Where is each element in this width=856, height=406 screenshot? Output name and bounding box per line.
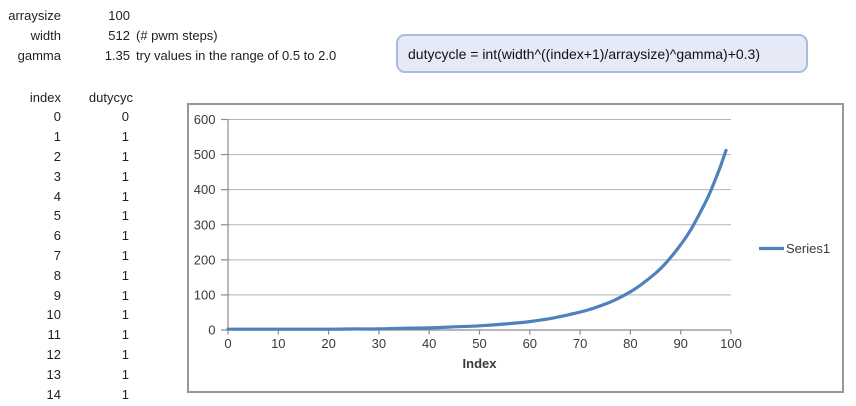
formula-text: dutycycle = int(width^((index+1)/arraysi… [408, 45, 760, 62]
dutycyc-cell[interactable]: 0 [121, 109, 129, 125]
index-cell[interactable]: 14 [46, 386, 61, 402]
chart-frame [187, 103, 844, 393]
col-header-dutycyc[interactable]: dutycyc [88, 90, 133, 106]
x-tick-label-40: 40 [422, 336, 436, 351]
dutycyc-cell[interactable]: 1 [121, 347, 129, 362]
param-value-gamma[interactable]: 1.35 [104, 47, 130, 63]
dutycyc-cell[interactable]: 1 [121, 149, 129, 164]
col-header-index[interactable]: index [29, 90, 61, 106]
y-tick-label-400: 400 [194, 182, 216, 197]
dutycyc-cell[interactable]: 1 [121, 307, 129, 323]
index-cell[interactable]: 10 [46, 307, 61, 323]
dutycycle-chart[interactable]: 0 100 200 300 400 500 600 0 10 20 30 40 50 60 70 80 90 10… [187, 103, 844, 393]
dutycyc-cell[interactable]: 1 [121, 386, 129, 402]
x-tick-label-0: 0 [224, 336, 231, 351]
dutycyc-cell[interactable]: 1 [121, 248, 129, 263]
x-tick-label-50: 50 [472, 336, 486, 351]
legend-label[interactable]: Series1 [786, 241, 830, 256]
y-tick-label-600: 600 [194, 112, 216, 127]
param-value-arraysize[interactable]: 100 [108, 8, 130, 24]
index-cell[interactable]: 7 [53, 248, 61, 263]
index-cell[interactable]: 5 [53, 208, 61, 224]
chart-canvas: 0 100 200 300 400 500 600 0 10 20 30 40 50 60 70 80 90 10… [187, 103, 844, 393]
y-tick-label-500: 500 [194, 147, 216, 162]
param-label-width[interactable]: width [30, 28, 61, 44]
dutycyc-cell[interactable]: 1 [121, 287, 129, 303]
index-cell[interactable]: 4 [53, 188, 61, 204]
x-tick-label-90: 90 [673, 336, 687, 351]
dutycyc-cell[interactable]: 1 [121, 208, 129, 224]
y-tick-label-100: 100 [194, 287, 216, 302]
param-value-width[interactable]: 512 [108, 28, 130, 44]
x-axis-title: Index [463, 356, 498, 371]
index-cell[interactable]: 11 [47, 327, 62, 343]
formula-box[interactable]: dutycycle = int(width^((index+1)/arraysi… [396, 34, 808, 73]
dutycyc-cell[interactable]: 1 [121, 129, 129, 145]
param-label-arraysize[interactable]: arraysize [8, 8, 61, 24]
index-cell[interactable]: 6 [53, 228, 61, 244]
x-tick-label-10: 10 [271, 336, 285, 351]
x-tick-label-100: 100 [720, 336, 742, 351]
index-cell[interactable]: 9 [53, 287, 61, 303]
dutycyc-cell[interactable]: 1 [121, 366, 129, 382]
index-cell[interactable]: 3 [53, 168, 61, 184]
x-tick-label-80: 80 [623, 336, 637, 351]
x-tick-label-30: 30 [372, 336, 386, 351]
series-line-Series1 [226, 148, 728, 331]
index-cell[interactable]: 0 [53, 109, 61, 125]
param-note-width: (# pwm steps) [136, 28, 218, 44]
index-cell[interactable]: 13 [46, 366, 61, 382]
dutycyc-cell[interactable]: 1 [121, 267, 129, 283]
x-tick-label-70: 70 [573, 336, 587, 351]
index-cell[interactable]: 8 [53, 267, 61, 283]
y-tick-label-300: 300 [194, 217, 216, 232]
index-cell[interactable]: 12 [46, 347, 61, 362]
dutycyc-cell[interactable]: 1 [121, 327, 129, 343]
param-note-gamma: try values in the range of 0.5 to 2.0 [136, 47, 337, 63]
dutycyc-cell[interactable]: 1 [121, 228, 129, 244]
y-tick-label-0: 0 [208, 323, 215, 338]
x-tick-label-60: 60 [523, 336, 537, 351]
y-tick-label-200: 200 [194, 252, 216, 267]
index-cell[interactable]: 1 [53, 129, 61, 145]
index-cell[interactable]: 2 [53, 149, 61, 164]
param-label-gamma[interactable]: gamma [17, 47, 61, 63]
dutycyc-cell[interactable]: 1 [121, 168, 129, 184]
dutycyc-cell[interactable]: 1 [121, 188, 129, 204]
x-tick-label-20: 20 [321, 336, 335, 351]
